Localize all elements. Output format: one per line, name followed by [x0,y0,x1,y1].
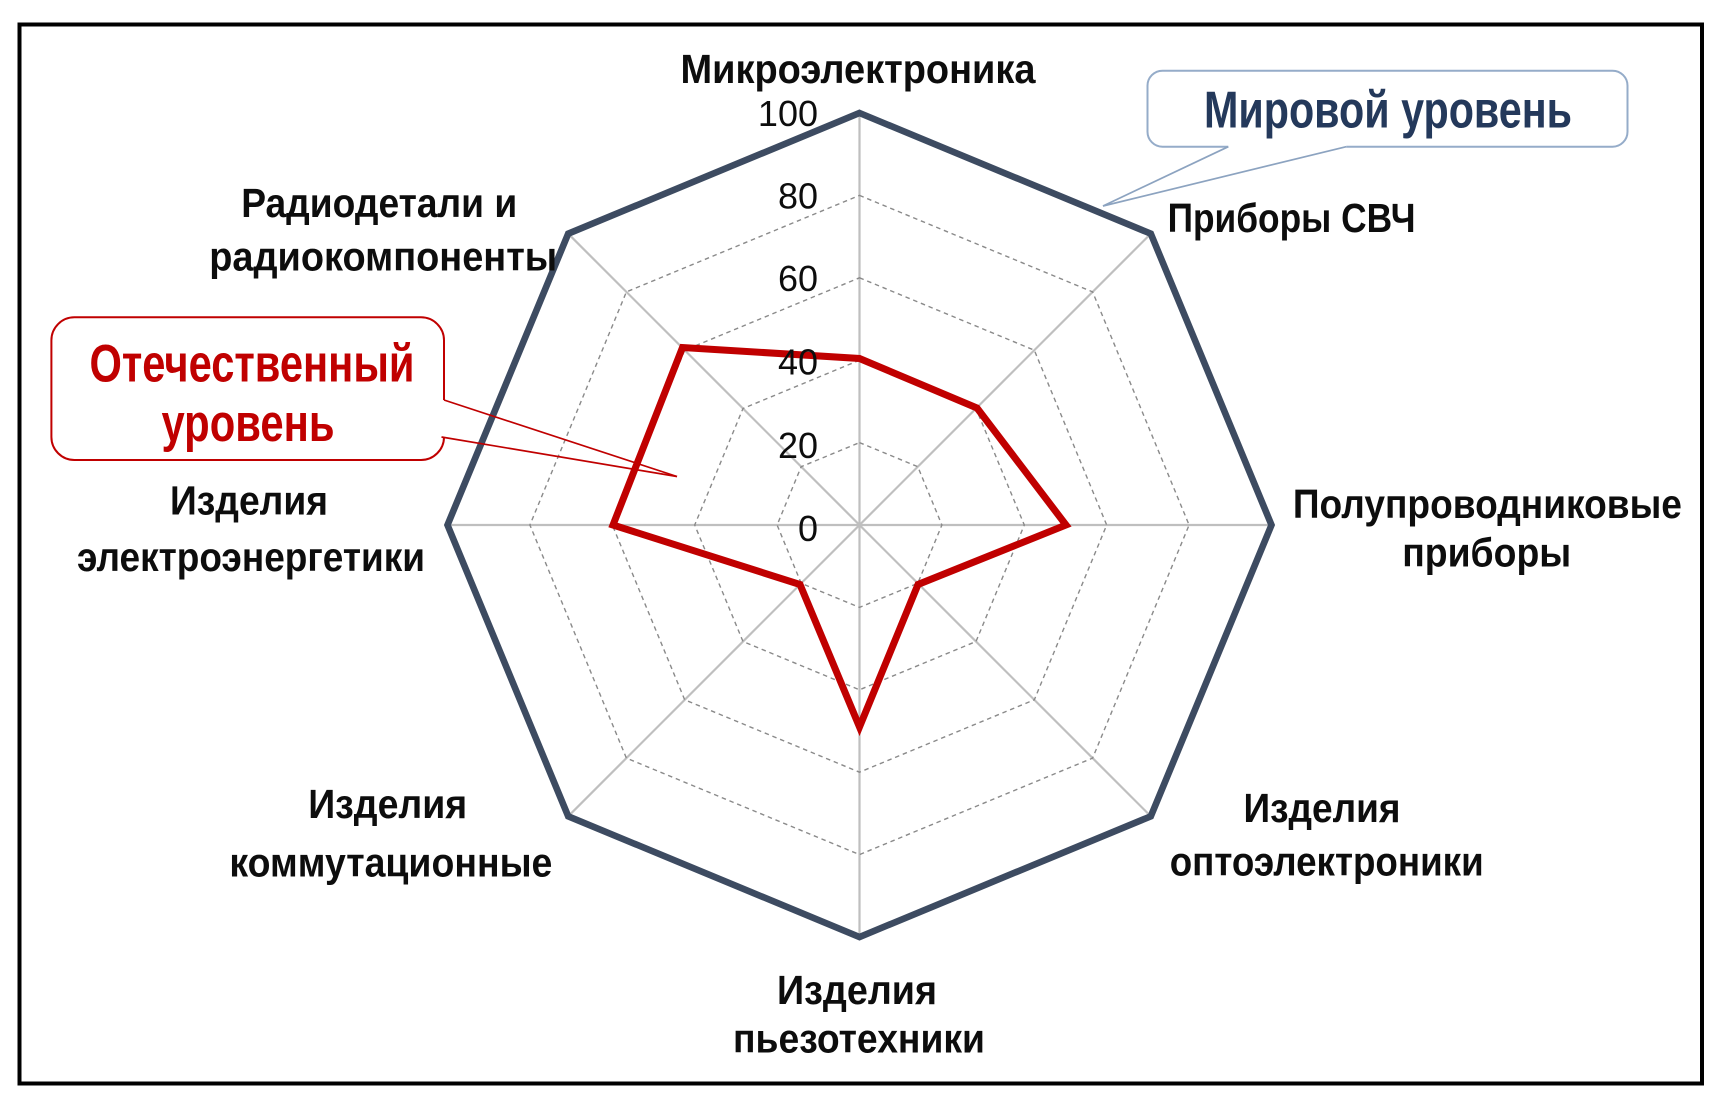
svg-text:Полупроводниковые: Полупроводниковые [1293,481,1682,527]
svg-text:Микроэлектроника: Микроэлектроника [681,46,1036,92]
svg-text:Отечественный: Отечественный [90,334,415,393]
svg-text:Приборы СВЧ: Приборы СВЧ [1168,195,1416,241]
svg-text:приборы: приборы [1402,530,1571,576]
svg-text:100: 100 [758,93,818,134]
svg-text:радиокомпоненты: радиокомпоненты [209,234,557,280]
svg-text:80: 80 [778,176,818,217]
svg-text:20: 20 [778,425,818,466]
svg-text:Изделия: Изделия [777,967,937,1013]
svg-text:Изделия: Изделия [308,781,467,827]
svg-text:электроэнергетики: электроэнергетики [77,534,425,580]
svg-text:уровень: уровень [162,394,335,453]
svg-text:0: 0 [798,508,818,549]
svg-text:коммутационные: коммутационные [229,840,552,886]
svg-text:Изделия: Изделия [1244,785,1401,831]
svg-text:60: 60 [778,258,818,299]
svg-text:оптоэлектроники: оптоэлектроники [1170,839,1484,885]
svg-text:Радиодетали и: Радиодетали и [241,180,517,226]
svg-text:пьезотехники: пьезотехники [733,1016,985,1062]
svg-text:Мировой уровень: Мировой уровень [1204,81,1572,139]
svg-text:40: 40 [778,342,818,383]
svg-text:Изделия: Изделия [170,478,328,524]
